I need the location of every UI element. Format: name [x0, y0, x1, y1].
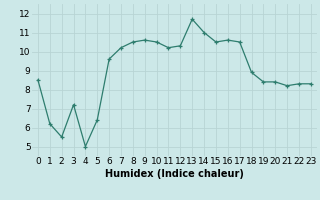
X-axis label: Humidex (Indice chaleur): Humidex (Indice chaleur) [105, 169, 244, 179]
